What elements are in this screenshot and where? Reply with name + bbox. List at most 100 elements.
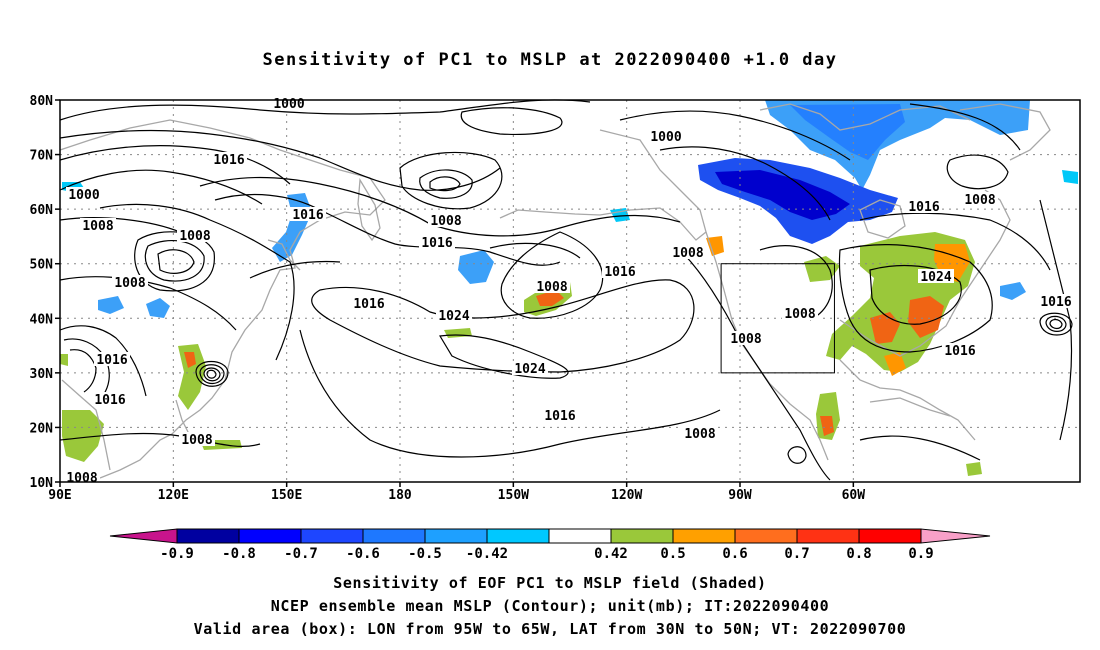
contour-atl-low-1 — [1039, 312, 1073, 336]
coast-gulf — [839, 359, 976, 441]
pos-patch-typhoon — [178, 344, 206, 410]
caption-shaded: Sensitivity of EOF PC1 to MSLP field (Sh… — [333, 574, 767, 592]
colorbar-segment — [858, 528, 922, 544]
contour-atl-low-2 — [1045, 315, 1067, 332]
contour-label-bg — [728, 331, 764, 345]
pos-patch-pac2 — [706, 236, 724, 256]
lon-label: 150W — [498, 488, 529, 503]
valid-area-box — [720, 263, 835, 374]
colorbar-segment — [362, 528, 426, 544]
contour-label: 1024 — [514, 362, 545, 377]
contour-typhoon-4 — [206, 369, 217, 379]
colorbar-right-tip — [920, 528, 991, 544]
colorbar-label: 0.9 — [908, 546, 933, 562]
colorbar-segment — [176, 528, 240, 544]
contour-label: 1016 — [908, 200, 939, 215]
contour-high-1 — [311, 279, 695, 373]
caption-valid-area: Valid area (box): LON from 95W to 65W, L… — [193, 620, 907, 638]
neg-patch-canada-core — [715, 170, 850, 220]
contour-east-3 — [909, 103, 1021, 151]
colorbar-label: 0.8 — [846, 546, 871, 562]
pos-patch-sw1 — [62, 410, 104, 462]
colorbar-segment — [610, 528, 674, 544]
contour-label: 1008 — [430, 214, 461, 229]
lon-label: 120W — [611, 488, 642, 503]
contour-label-bg — [602, 264, 638, 278]
contour-label-bg — [66, 187, 102, 201]
contour-loop-aleutian — [489, 242, 581, 259]
pos-patch-east-us-orange2 — [908, 296, 944, 338]
contour-label: 1008 — [179, 229, 210, 244]
lat-label: 40N — [30, 312, 54, 327]
contour-label: 1024 — [438, 309, 469, 324]
contour-label: 1016 — [944, 344, 975, 359]
contour-label: 1016 — [96, 353, 127, 368]
colorbar — [109, 528, 991, 544]
contour-typhoon-1 — [195, 360, 229, 387]
contour-east-9 — [679, 249, 831, 481]
contour-label-bg — [177, 228, 213, 242]
contour-label: 1008 — [730, 332, 761, 347]
colorbar-label: -0.7 — [284, 546, 318, 562]
lat-label: 50N — [30, 258, 54, 273]
neg-patch-w1 — [98, 296, 124, 314]
contour-label-bg — [534, 279, 570, 293]
contour-typhoon-3 — [203, 367, 221, 382]
lat-label: 10N — [30, 476, 54, 491]
colorbar-segment — [238, 528, 302, 544]
colorbar-segment — [796, 528, 860, 544]
contour-label-bg — [94, 352, 130, 366]
colorbar-labels: -0.9 -0.8 -0.7 -0.6 -0.5 -0.42 0.42 0.5 0.6 0.7 0.… — [160, 546, 934, 562]
contour-label-bg — [64, 470, 100, 484]
contour-label: 1008 — [181, 433, 212, 448]
contour-subtrop-2 — [249, 260, 341, 279]
contour-label-bg — [542, 408, 578, 422]
contour-carib — [859, 435, 981, 461]
colorbar-label: -0.5 — [408, 546, 442, 562]
lat-label: 60N — [30, 203, 54, 218]
colorbar-segment — [424, 528, 488, 544]
contour-label-bg — [512, 361, 548, 375]
contour-label-bg — [419, 235, 455, 249]
colorbar-segment — [486, 528, 550, 544]
colorbar-label: -0.8 — [222, 546, 256, 562]
contour-east-4 — [946, 154, 1009, 190]
plot-title: Sensitivity of PC1 to MSLP at 2022090400… — [262, 50, 838, 70]
coast-kamchatka — [357, 177, 381, 242]
contour-east-8 — [759, 245, 833, 321]
contour-mex-low — [787, 446, 807, 464]
pos-patch-pac3 — [444, 328, 472, 338]
contour-label: 1000 — [68, 188, 99, 203]
contour-label-bg — [918, 269, 954, 283]
pos-patch-sw2 — [60, 354, 68, 366]
colorbar-label: 0.6 — [722, 546, 747, 562]
coast-japan — [267, 239, 301, 271]
contour-label-bg — [782, 306, 818, 320]
coast-arctic-islands — [759, 103, 971, 131]
contour-label: 1016 — [421, 236, 452, 251]
colorbar-left-tip — [109, 528, 178, 544]
contour-label: 1008 — [82, 219, 113, 234]
contour-label-bg — [436, 308, 472, 322]
contour-east-7 — [869, 264, 962, 325]
contour-label-bg — [112, 275, 148, 289]
contour-atl-low-3 — [1049, 318, 1063, 330]
contour-label: 1024 — [920, 270, 951, 285]
neg-patch-arctic-inner — [790, 104, 905, 160]
pos-patch-typhoon-core — [184, 352, 196, 368]
colorbar-segment — [548, 528, 612, 544]
contour-label-bg — [211, 152, 247, 166]
contour-label-bg — [92, 392, 128, 406]
contour-label: 1016 — [94, 393, 125, 408]
contour-label-bg — [428, 213, 464, 227]
coast-indochina — [61, 379, 111, 471]
contour-north-2 — [59, 129, 501, 191]
contour-west-2 — [59, 325, 147, 397]
contour-label: 1016 — [292, 208, 323, 223]
contour-label: 1008 — [66, 471, 97, 486]
colorbar-label: -0.9 — [160, 546, 194, 562]
contour-label-bg — [906, 199, 942, 213]
contour-label-bg — [942, 343, 978, 357]
contour-label-bg — [351, 296, 387, 310]
